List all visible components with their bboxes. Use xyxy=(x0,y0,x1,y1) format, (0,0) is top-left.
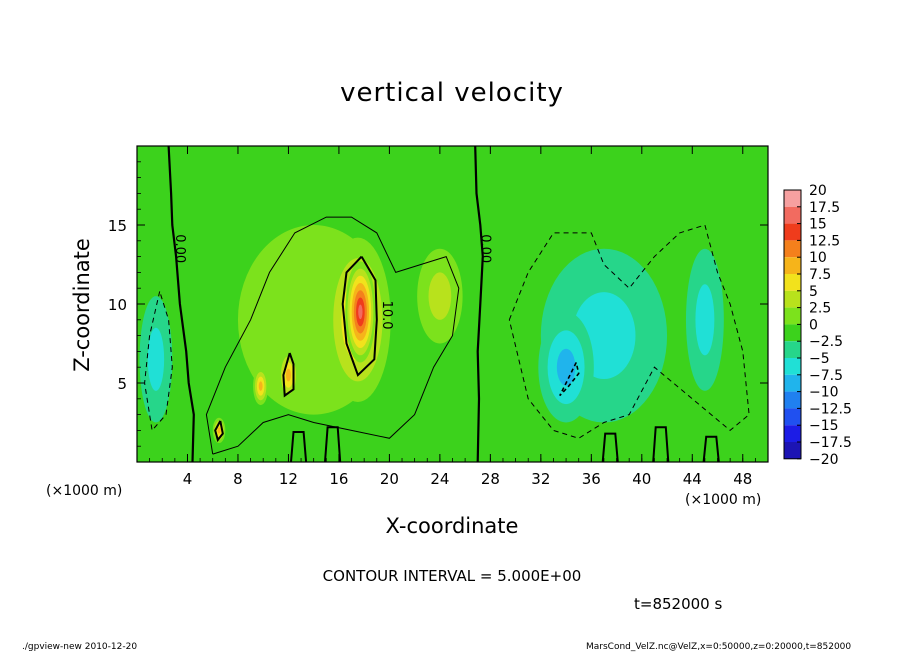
x-axis-label: X-coordinate xyxy=(385,514,519,538)
colorbar-label: −20 xyxy=(809,452,839,468)
x-tick-label: 24 xyxy=(430,470,449,488)
colorbar-swatch xyxy=(784,274,801,291)
contour-line xyxy=(341,255,378,377)
x-tick-label: 48 xyxy=(733,470,752,488)
x-unit-label-right: (×1000 m) xyxy=(685,492,762,508)
colorbar-label: −5 xyxy=(809,351,830,367)
contour-line xyxy=(652,426,670,462)
colorbar-label: −7.5 xyxy=(809,368,843,384)
colorbar-label: −17.5 xyxy=(809,435,852,451)
x-tick-label: 16 xyxy=(329,470,348,488)
colorbar-label: 20 xyxy=(809,183,827,199)
x-tick-label: 32 xyxy=(531,470,550,488)
heatmap-cell xyxy=(285,368,291,382)
heatmap-cell xyxy=(556,348,576,386)
colorbar-swatch xyxy=(784,374,801,392)
heatmap-cell xyxy=(217,427,221,434)
x-tick-label: 8 xyxy=(233,470,243,488)
colorbar-label: 17.5 xyxy=(809,200,840,216)
colorbar-swatch xyxy=(784,307,801,325)
x-tick-label: 4 xyxy=(183,470,193,488)
contour-value-label: 0.00 xyxy=(172,234,187,263)
colorbar-label: −10 xyxy=(809,385,839,401)
contour-line xyxy=(290,431,308,462)
colorbar-swatch xyxy=(784,324,801,342)
x-tick-label: 20 xyxy=(380,470,399,488)
time-label: t=852000 s xyxy=(634,595,723,613)
colorbar-label: −2.5 xyxy=(809,334,843,350)
colorbar-swatch xyxy=(784,442,801,459)
contour-value-label: 10.0 xyxy=(379,301,394,330)
contour-line xyxy=(601,432,619,462)
colorbar-swatch xyxy=(784,425,801,442)
contour-interval-label: CONTOUR INTERVAL = 5.000E+00 xyxy=(322,567,582,585)
colorbar-label: −12.5 xyxy=(809,401,852,417)
colorbar-swatch xyxy=(784,206,801,224)
colorbar-label: −15 xyxy=(809,418,839,434)
x-tick-label: 36 xyxy=(582,470,601,488)
y-tick-label: 5 xyxy=(117,375,127,393)
footer-file-label: MarsCond_VelZ.nc@VelZ,x=0:50000,z=0:2000… xyxy=(586,642,852,652)
contour-line xyxy=(214,420,224,443)
colorbar-swatch xyxy=(784,341,801,358)
heatmap-cell xyxy=(358,304,363,320)
x-unit-label-left: (×1000 m) xyxy=(46,483,123,499)
contour-value-label: 0.00 xyxy=(478,234,493,263)
colorbar-swatch xyxy=(784,358,801,375)
heatmap-cell xyxy=(695,284,715,356)
colorbar-swatch xyxy=(784,190,801,207)
colorbar: 2017.51512.5107.552.50−2.5−5−7.5−10−12.5… xyxy=(783,183,852,468)
colorbar-swatch xyxy=(784,391,801,409)
heatmap-cell xyxy=(258,381,263,391)
contour-lines: 0.00 0.00 10.0 xyxy=(144,146,750,462)
colorbar-swatch xyxy=(784,290,801,308)
colorbar-swatch xyxy=(784,408,801,426)
colorbar-label: 10 xyxy=(809,250,827,266)
contour-line xyxy=(324,426,342,462)
colorbar-label: 15 xyxy=(809,217,827,233)
colorbar-label: 5 xyxy=(809,284,818,300)
colorbar-swatch xyxy=(784,257,801,274)
y-axis-label: Z-coordinate xyxy=(70,238,94,372)
contour-line xyxy=(559,362,580,397)
colorbar-label: 2.5 xyxy=(809,301,831,317)
footer-program-label: ./gpview-new 2010-12-20 xyxy=(22,642,138,652)
y-tick-label: 15 xyxy=(108,217,127,235)
y-tick-label: 10 xyxy=(108,296,127,314)
contour-line xyxy=(205,216,460,455)
x-tick-label: 12 xyxy=(279,470,298,488)
heatmap-field xyxy=(139,146,768,462)
heatmap-cell xyxy=(428,272,452,320)
x-tick-label: 28 xyxy=(481,470,500,488)
chart-title: vertical velocity xyxy=(340,78,564,108)
contour-line xyxy=(702,435,720,462)
contour-line xyxy=(282,352,295,398)
colorbar-label: 7.5 xyxy=(809,267,831,283)
x-tick-label: 40 xyxy=(632,470,651,488)
contour-line xyxy=(474,146,484,462)
x-tick-label: 44 xyxy=(683,470,702,488)
colorbar-label: 0 xyxy=(809,317,818,333)
contour-line xyxy=(167,146,195,462)
heatmap-cell xyxy=(147,327,165,391)
colorbar-swatch xyxy=(784,223,801,241)
colorbar-swatch xyxy=(784,240,801,258)
colorbar-label: 12.5 xyxy=(809,233,840,249)
